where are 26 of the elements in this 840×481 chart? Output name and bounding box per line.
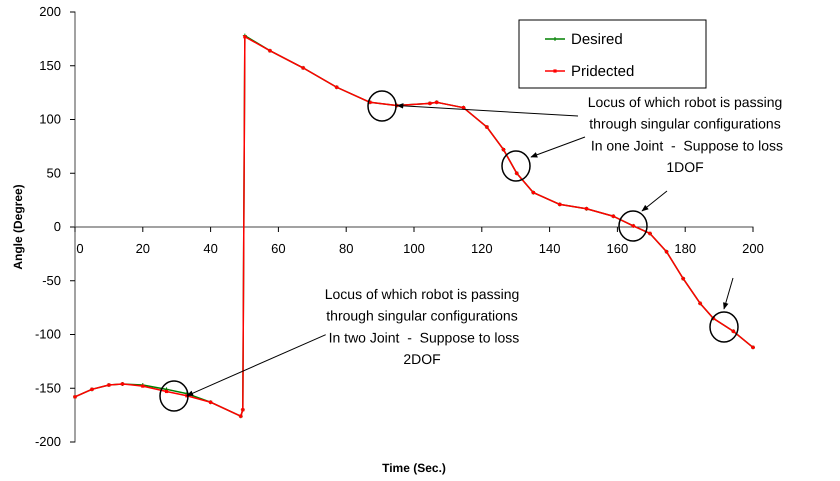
x-tick-label: 20 xyxy=(136,241,150,256)
x-tick-label: 0 xyxy=(76,241,84,256)
y-tick-label: 100 xyxy=(39,112,61,127)
y-tick-label: -100 xyxy=(34,326,61,342)
y-tick-label: -200 xyxy=(34,434,61,450)
y-tick-label: -50 xyxy=(42,272,61,288)
x-tick-label: 60 xyxy=(271,241,286,256)
x-tick-label: 40 xyxy=(203,241,218,256)
x-tick-label: 160 xyxy=(606,241,628,256)
annotation: Locus of which robot is passing through singular configurations In two Joint - Suppose to loss 2DOF xyxy=(324,286,520,368)
x-tick-label: 120 xyxy=(470,241,493,256)
x-tick-label: 80 xyxy=(338,241,354,256)
y-tick-label: -150 xyxy=(34,380,61,396)
annotation: Locus of which robot is passing through singular configurations In one Joint - Suppose to loss 1DOF xyxy=(586,94,784,176)
y-tick-label: 150 xyxy=(39,58,61,73)
legend-label: Pridected xyxy=(571,63,634,80)
y-tick-label: 0 xyxy=(54,219,61,234)
x-tick-label: 200 xyxy=(742,241,764,256)
y-tick-label: 50 xyxy=(46,165,61,180)
x-tick-label: 100 xyxy=(403,241,425,256)
legend-label: Desired xyxy=(571,31,623,48)
y-axis-title: Angle (Degree) xyxy=(11,184,25,270)
x-tick-label: 180 xyxy=(674,241,696,256)
y-tick-label: 200 xyxy=(39,4,61,20)
x-tick-label: 140 xyxy=(538,241,560,256)
x-axis-title: Time (Sec.) xyxy=(382,461,446,475)
